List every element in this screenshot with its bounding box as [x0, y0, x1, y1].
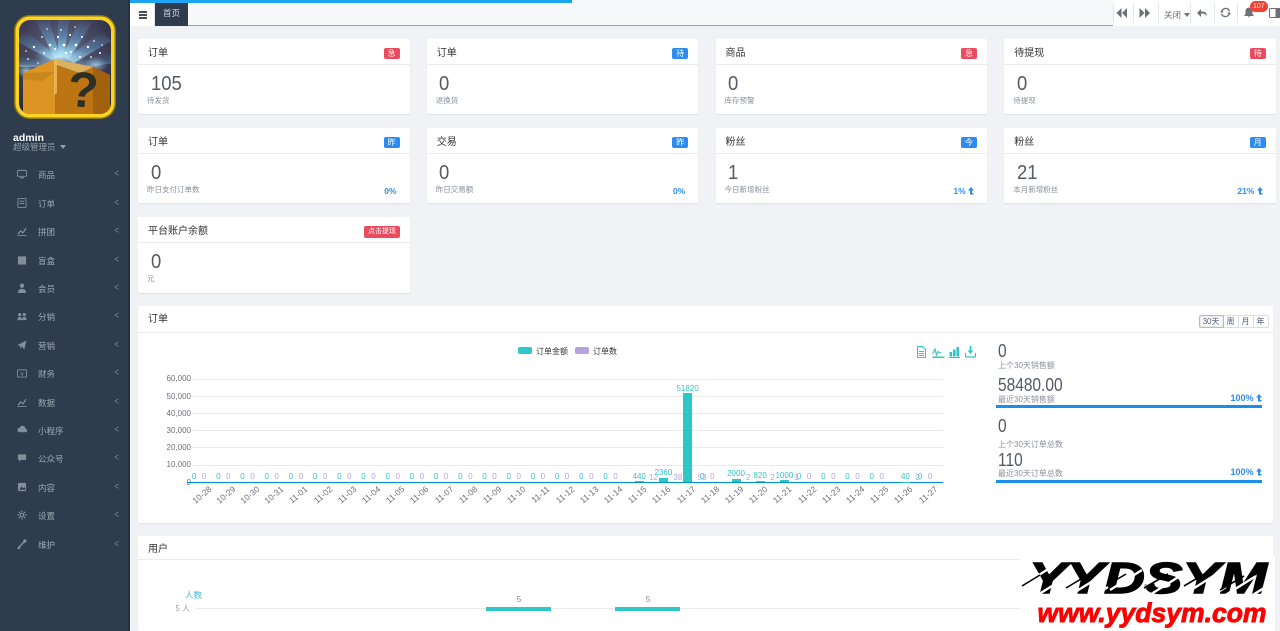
svg-text:www.yydsym.com: www.yydsym.com [1038, 598, 1267, 628]
svg-text:?: ? [66, 61, 100, 119]
svg-text:¥: ¥ [20, 372, 24, 378]
